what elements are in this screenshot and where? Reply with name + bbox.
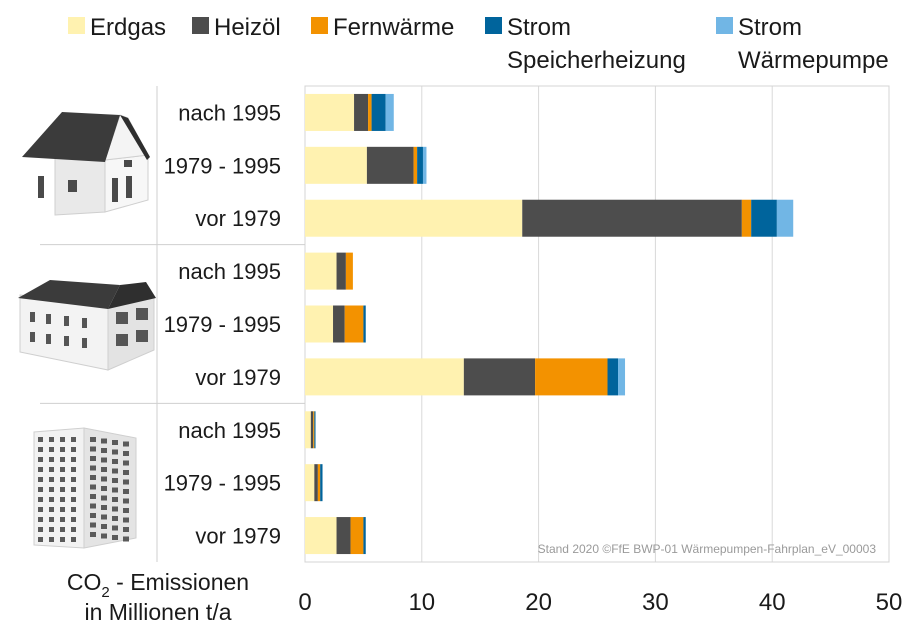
multi-family-house-icon bbox=[18, 280, 156, 371]
bar-segment bbox=[305, 93, 355, 131]
bar-segment bbox=[618, 358, 626, 396]
category-label: vor 1979 bbox=[195, 206, 281, 231]
legend-swatch bbox=[311, 17, 328, 34]
bar-segment bbox=[305, 464, 315, 502]
category-label: vor 1979 bbox=[195, 365, 281, 390]
category-label: nach 1995 bbox=[178, 259, 281, 284]
legend-label: Heizöl bbox=[214, 14, 281, 41]
category-label: 1979 - 1995 bbox=[164, 312, 281, 337]
bar-segment bbox=[336, 252, 346, 290]
legend-swatch bbox=[485, 17, 502, 34]
bar-segment bbox=[305, 199, 523, 237]
bar-segment bbox=[368, 93, 372, 131]
bar-segment bbox=[354, 93, 369, 131]
bar-segment bbox=[776, 199, 794, 237]
bar-segment bbox=[336, 517, 351, 555]
bar-segment bbox=[371, 93, 386, 131]
bar-segment bbox=[345, 252, 353, 290]
bar-segment bbox=[363, 517, 366, 555]
legend-label-line2: Speicherheizung bbox=[507, 47, 686, 74]
x-tick-label: 50 bbox=[876, 589, 903, 616]
bar-segment bbox=[522, 199, 742, 237]
bars bbox=[305, 93, 794, 555]
bar-segment bbox=[607, 358, 619, 396]
bar-segment bbox=[385, 93, 394, 131]
bar-segment bbox=[741, 199, 752, 237]
bar-segment bbox=[305, 358, 464, 396]
credit-text: Stand 2020 ©FfE BWP-01 Wärmepumpen-Fahrp… bbox=[538, 542, 877, 556]
bar-segment bbox=[350, 517, 364, 555]
bar-segment bbox=[310, 411, 314, 449]
category-label: vor 1979 bbox=[195, 524, 281, 549]
x-tick-label: 10 bbox=[408, 589, 435, 616]
legend-label: Erdgas bbox=[90, 14, 166, 41]
bar-segment bbox=[320, 464, 323, 502]
category-label: nach 1995 bbox=[178, 418, 281, 443]
category-label: nach 1995 bbox=[178, 100, 281, 125]
bar-segment bbox=[305, 517, 337, 555]
bar-segment bbox=[363, 305, 366, 343]
x-axis-title-line2: in Millionen t/a bbox=[84, 599, 231, 625]
x-tick-label: 20 bbox=[525, 589, 552, 616]
legend-swatch bbox=[68, 17, 85, 34]
bar-segment bbox=[751, 199, 777, 237]
legend-label-line2: Wärmepumpe bbox=[738, 47, 889, 74]
bar-segment bbox=[422, 146, 427, 184]
bar-segment bbox=[305, 146, 367, 184]
x-axis-title-line1: CO2 - Emissionen bbox=[67, 569, 249, 601]
legend-label: Strom bbox=[738, 14, 802, 41]
legend-label: Strom bbox=[507, 14, 571, 41]
bar-segment bbox=[417, 146, 423, 184]
bar-segment bbox=[333, 305, 345, 343]
single-family-house-icon bbox=[22, 112, 150, 216]
building-icons bbox=[18, 112, 156, 549]
legend: Erdgas Heizöl Fernwärme Strom Speicherheizun… bbox=[68, 14, 889, 74]
bar-segment bbox=[463, 358, 536, 396]
legend-swatch bbox=[716, 17, 733, 34]
legend-swatch bbox=[192, 17, 209, 34]
grid-lines bbox=[421, 86, 773, 562]
bar-segment bbox=[413, 146, 418, 184]
bar-segment bbox=[344, 305, 364, 343]
bar-segment bbox=[305, 252, 337, 290]
apartment-block-icon bbox=[33, 427, 137, 549]
bar-segment bbox=[313, 411, 315, 449]
x-tick-label: 40 bbox=[759, 589, 786, 616]
bar-segment bbox=[317, 464, 321, 502]
bar-segment bbox=[535, 358, 608, 396]
group-separators bbox=[40, 86, 305, 562]
bar-segment bbox=[314, 464, 318, 502]
bar-segment bbox=[305, 411, 311, 449]
x-tick-labels: 0 10 20 30 40 50 bbox=[298, 589, 902, 616]
legend-label: Fernwärme bbox=[333, 14, 454, 41]
bar-segment bbox=[314, 411, 316, 449]
bar-segment bbox=[366, 146, 414, 184]
category-label: 1979 - 1995 bbox=[164, 153, 281, 178]
bar-segment bbox=[305, 305, 334, 343]
x-tick-label: 30 bbox=[642, 589, 669, 616]
category-label: 1979 - 1995 bbox=[164, 471, 281, 496]
category-labels: nach 1995 1979 - 1995 vor 1979 nach 1995 197… bbox=[164, 100, 281, 548]
x-tick-label: 0 bbox=[298, 589, 311, 616]
